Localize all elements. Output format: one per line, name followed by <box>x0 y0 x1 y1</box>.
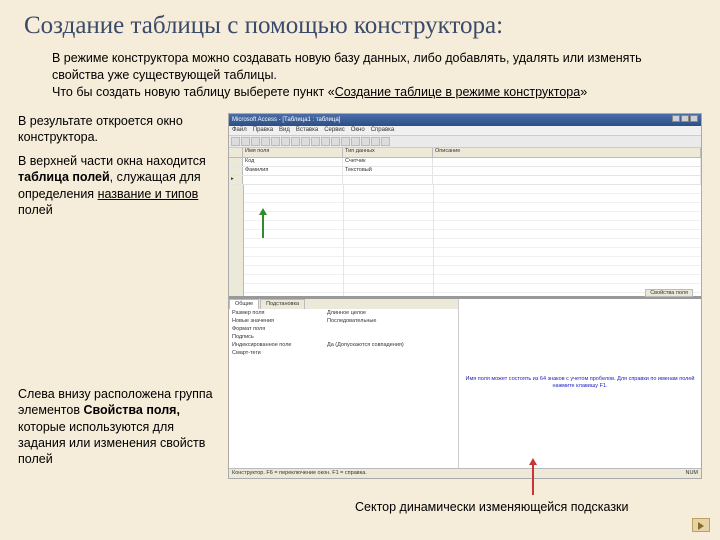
field-row[interactable]: ФамилияТекстовый <box>229 167 701 176</box>
tb-icon <box>301 137 310 146</box>
tb-icon <box>381 137 390 146</box>
intro-text: В режиме конструктора можно создавать но… <box>52 50 672 101</box>
menu-view[interactable]: Вид <box>279 127 290 134</box>
statusbar: Конструктор. F6 = переключение окон. F1 … <box>229 468 701 478</box>
col-desc: Описание <box>433 148 701 157</box>
properties-tabs: Общие Подстановка <box>229 299 458 309</box>
max-icon <box>681 115 689 122</box>
fields-header: Имя поля Тип данных Описание <box>229 148 701 158</box>
tb-icon <box>311 137 320 146</box>
fields-grid[interactable]: Имя поля Тип данных Описание КодСчетчик … <box>229 148 701 298</box>
min-icon <box>672 115 680 122</box>
intro-line2a: Что бы создать новую таблицу выберете пу… <box>52 85 335 99</box>
menubar[interactable]: Файл Правка Вид Вставка Сервис Окно Спра… <box>229 126 701 136</box>
arrow-red <box>532 460 534 495</box>
close-icon <box>690 115 698 122</box>
left-p3: Слева внизу расположена группа элементов… <box>18 386 218 467</box>
menu-help[interactable]: Справка <box>371 127 395 134</box>
status-left: Конструктор. F6 = переключение окон. F1 … <box>232 470 367 477</box>
tb-icon <box>291 137 300 146</box>
tab-lookup[interactable]: Подстановка <box>260 299 305 309</box>
col-type: Тип данных <box>343 148 433 157</box>
section-label: Свойства поля <box>645 289 693 297</box>
properties-panel[interactable]: Общие Подстановка Размер поляДлинное цел… <box>229 299 459 468</box>
menu-edit[interactable]: Правка <box>253 127 273 134</box>
left-p2: В верхней части окна находится таблица п… <box>18 153 218 218</box>
window-buttons[interactable] <box>671 115 698 124</box>
toolbar[interactable] <box>229 136 701 148</box>
tb-icon <box>321 137 330 146</box>
tb-icon <box>281 137 290 146</box>
dynamic-hint: Имя поля может состоять из 64 знаков с у… <box>465 376 695 390</box>
empty-rows[interactable] <box>229 185 701 296</box>
col-name: Имя поля <box>243 148 343 157</box>
arrow-green <box>262 210 264 238</box>
menu-tools[interactable]: Сервис <box>324 127 345 134</box>
intro-line2b: » <box>580 85 587 99</box>
menu-insert[interactable]: Вставка <box>296 127 318 134</box>
tb-icon <box>351 137 360 146</box>
tb-icon <box>331 137 340 146</box>
window-titlebar: Microsoft Access - [Таблица1 : таблица] <box>229 114 701 126</box>
menu-window[interactable]: Окно <box>351 127 365 134</box>
tb-icon <box>361 137 370 146</box>
intro-line1: В режиме конструктора можно создавать но… <box>52 51 642 82</box>
next-slide-icon[interactable] <box>692 518 710 532</box>
hint-panel: Имя поля может состоять из 64 знаков с у… <box>459 299 701 468</box>
field-row[interactable]: КодСчетчик <box>229 158 701 167</box>
tb-icon <box>261 137 270 146</box>
menu-file[interactable]: Файл <box>232 127 247 134</box>
access-screenshot: Microsoft Access - [Таблица1 : таблица] … <box>228 113 702 479</box>
tb-icon <box>271 137 280 146</box>
tab-general[interactable]: Общие <box>229 299 259 309</box>
tb-icon <box>231 137 240 146</box>
tb-icon <box>241 137 250 146</box>
tb-icon <box>341 137 350 146</box>
properties-area: Свойства поля Общие Подстановка Размер п… <box>229 298 701 468</box>
tb-icon <box>371 137 380 146</box>
bottom-caption: Сектор динамически изменяющейся подсказк… <box>355 500 629 514</box>
properties-list[interactable]: Размер поляДлинное целое Новые значенияП… <box>229 309 458 468</box>
status-right: NUM <box>685 470 698 477</box>
field-row[interactable]: ▸ <box>229 176 701 185</box>
intro-underlined: Создание таблице в режиме конструктора <box>335 85 581 99</box>
window-title: Microsoft Access - [Таблица1 : таблица] <box>232 117 340 123</box>
page-title: Создание таблицы с помощью конструктора: <box>24 12 702 40</box>
left-p1: В результате откроется окно конструктора… <box>18 113 218 146</box>
tb-icon <box>251 137 260 146</box>
left-column: В результате откроется окно конструктора… <box>18 113 218 479</box>
